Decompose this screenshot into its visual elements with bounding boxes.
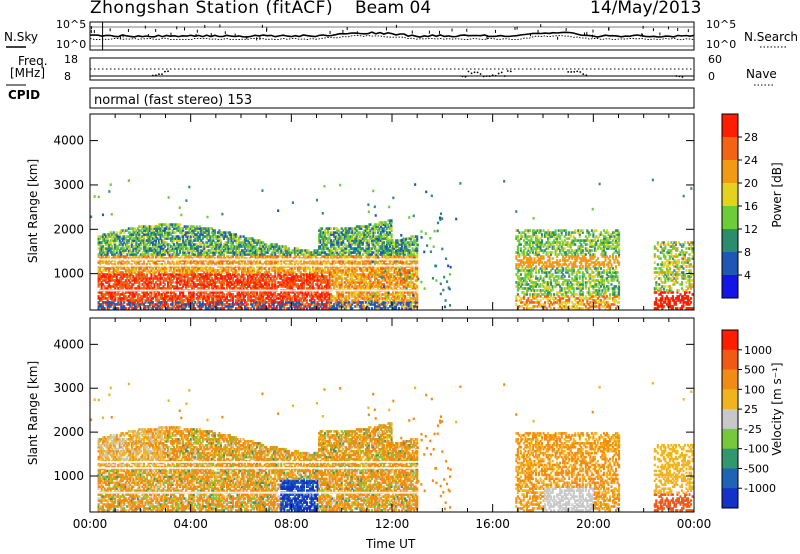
power-cell	[179, 223, 181, 226]
freq-dot	[567, 71, 569, 73]
power-cell	[309, 267, 311, 270]
freq-dot	[474, 71, 476, 73]
freq-dot	[585, 74, 587, 76]
power-cell	[330, 227, 332, 230]
power-cell	[313, 299, 315, 302]
freq-dot	[498, 73, 500, 75]
freq-dot	[573, 71, 575, 73]
freq-dot	[492, 74, 494, 76]
freq-dot	[480, 73, 482, 75]
power-cell	[239, 235, 241, 238]
freq-dot	[164, 71, 166, 73]
power-cell	[164, 283, 166, 286]
freq-dot	[486, 75, 488, 77]
freq-dot	[495, 75, 497, 77]
freq-dot	[477, 71, 479, 73]
power-cell	[117, 307, 119, 310]
power-cell	[116, 231, 118, 234]
power-cell	[321, 227, 323, 230]
freq-dot	[582, 73, 584, 75]
nsky-panel	[90, 22, 694, 50]
freq-dot	[501, 72, 503, 74]
power-cell	[194, 307, 196, 310]
freq-dot	[483, 76, 485, 78]
freq-dot	[167, 70, 169, 72]
power-cell	[247, 307, 249, 310]
power-cell	[104, 307, 106, 310]
power-cell	[166, 267, 168, 270]
freq-dot	[579, 71, 581, 73]
power-cell	[253, 267, 255, 270]
freq-dot	[155, 74, 157, 76]
power-cell	[288, 247, 290, 250]
freq-dot	[158, 73, 160, 75]
freq-dot	[471, 72, 473, 74]
power-cell	[247, 303, 249, 306]
freq-dot	[504, 75, 506, 77]
freq-dot	[465, 76, 467, 78]
power-cell	[220, 239, 222, 242]
freq-dot	[675, 75, 677, 77]
freq-dot	[576, 70, 578, 72]
freq-dot	[152, 75, 154, 77]
power-cell	[140, 247, 142, 250]
power-cell	[326, 275, 328, 278]
power-cell	[313, 287, 315, 290]
power-cell	[150, 225, 152, 228]
chart-canvas: 1000200030004000 1000200030004000 00:00 0…	[0, 0, 800, 554]
freq-dot	[462, 75, 464, 77]
power-cell	[166, 223, 168, 226]
power-cell	[214, 229, 216, 232]
freq-dot	[570, 71, 572, 73]
nsky-series	[90, 32, 694, 37]
power-cell	[223, 293, 225, 296]
power-cell	[224, 231, 226, 234]
power-cell	[351, 307, 353, 310]
freq-dot	[489, 75, 491, 77]
power-cell	[167, 303, 169, 306]
freq-dot	[161, 73, 163, 75]
freq-dot	[682, 76, 684, 78]
freq-dot	[510, 71, 512, 73]
freq-dot	[468, 71, 470, 73]
power-cell	[306, 299, 308, 302]
freq-dot	[679, 75, 681, 77]
power-cell	[125, 307, 127, 310]
freq-panel	[90, 58, 694, 80]
freq-dot	[507, 70, 509, 72]
power-cell	[108, 255, 110, 258]
